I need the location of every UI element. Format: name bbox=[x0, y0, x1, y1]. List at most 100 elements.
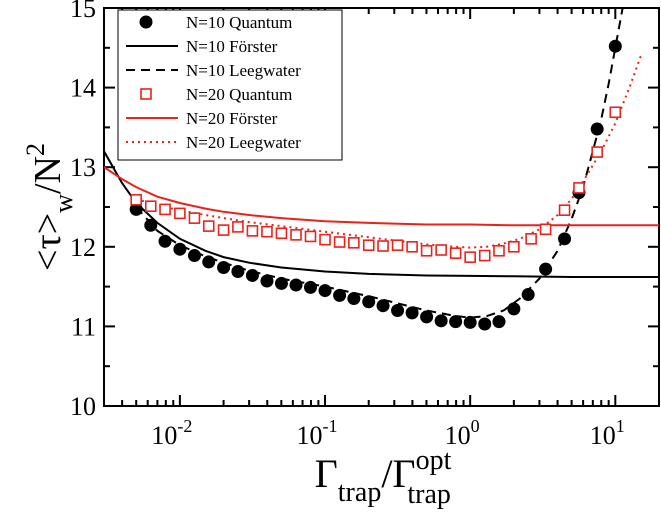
x-tick-labels: 10-2 10-1 100 101 bbox=[151, 416, 624, 450]
data-point bbox=[129, 202, 143, 216]
x-tick-label: 100 bbox=[445, 416, 480, 450]
x-tick-label-exp: 1 bbox=[616, 416, 625, 436]
y-axis-label-main: <τ> bbox=[27, 213, 69, 271]
data-point bbox=[493, 244, 505, 257]
data-point bbox=[348, 237, 360, 249]
data-point bbox=[591, 146, 603, 158]
data-point bbox=[449, 247, 462, 259]
data-point bbox=[391, 239, 404, 252]
x-tick-label-exp: -1 bbox=[323, 416, 338, 436]
series-markers-n-20-quantum bbox=[130, 106, 622, 263]
data-point bbox=[377, 240, 389, 252]
data-point bbox=[318, 284, 332, 298]
x-tick-label-base: 10 bbox=[590, 421, 616, 450]
data-point bbox=[290, 229, 302, 241]
data-point bbox=[303, 280, 317, 294]
y-axis-label: <τ>w/N2 bbox=[21, 143, 78, 271]
data-point bbox=[478, 249, 491, 262]
y-tick-label: 14 bbox=[70, 74, 96, 103]
series-line-n-10-forster bbox=[104, 150, 659, 278]
y-tick-label: 11 bbox=[71, 312, 96, 341]
legend-item: N=10 Förster bbox=[126, 37, 278, 56]
data-point bbox=[130, 194, 142, 206]
data-point bbox=[159, 203, 171, 216]
data-point bbox=[420, 244, 433, 257]
data-point bbox=[478, 317, 492, 331]
data-point bbox=[217, 260, 231, 274]
data-point bbox=[590, 122, 604, 136]
y-tick-label: 13 bbox=[70, 153, 96, 182]
data-point bbox=[202, 220, 215, 232]
data-point bbox=[434, 314, 448, 328]
y-tick-label: 12 bbox=[70, 233, 96, 262]
series-layer bbox=[104, 8, 659, 331]
x-tick-label: 101 bbox=[590, 416, 625, 450]
data-point bbox=[525, 233, 537, 245]
y-tick-label: 15 bbox=[70, 0, 96, 23]
x-axis-label-sub1: trap bbox=[338, 477, 382, 508]
data-point bbox=[573, 182, 585, 194]
y-tick-labels: 10 11 12 13 14 15 bbox=[70, 0, 96, 421]
legend-item: N=20 Quantum bbox=[140, 85, 292, 104]
data-point bbox=[492, 315, 506, 329]
x-axis-label-slash: /Γ bbox=[381, 451, 415, 496]
x-tick-label-base: 10 bbox=[297, 421, 323, 450]
data-point bbox=[435, 244, 447, 256]
x-axis-label-sub2: trap bbox=[407, 479, 451, 510]
legend-label: N=20 Quantum bbox=[186, 85, 292, 104]
legend-box bbox=[117, 9, 343, 161]
data-point bbox=[362, 295, 376, 309]
data-point bbox=[405, 306, 419, 320]
data-point bbox=[289, 278, 303, 292]
data-point bbox=[144, 200, 157, 213]
data-point bbox=[217, 224, 230, 236]
data-point bbox=[507, 302, 521, 316]
x-tick-label: 10-2 bbox=[151, 416, 192, 450]
data-point bbox=[174, 207, 186, 220]
legend-label: N=10 Leegwater bbox=[186, 61, 301, 80]
data-point bbox=[173, 242, 187, 256]
data-point bbox=[319, 233, 331, 246]
legend-item: N=20 Leegwater bbox=[126, 133, 301, 152]
x-axis-label: Γtrap/Γopt trap bbox=[315, 445, 452, 510]
legend: N=10 Quantum N=10 Förster N=10 Leegwater N=… bbox=[126, 13, 301, 152]
x-tick-label-base: 10 bbox=[445, 421, 471, 450]
x-tick-label-exp: 0 bbox=[471, 416, 480, 436]
legend-label: N=10 Quantum bbox=[186, 13, 292, 32]
data-point bbox=[333, 288, 347, 302]
data-point bbox=[362, 239, 375, 252]
data-point bbox=[539, 223, 552, 236]
data-point bbox=[188, 212, 201, 224]
data-point bbox=[246, 225, 259, 237]
data-point bbox=[231, 264, 245, 278]
y-tick-label: 10 bbox=[70, 392, 96, 421]
legend-item: N=10 Quantum bbox=[139, 13, 292, 32]
data-point bbox=[609, 106, 622, 119]
x-axis-label-main: Γ bbox=[315, 451, 338, 496]
data-point bbox=[608, 39, 622, 53]
y-axis-label-slash: /N bbox=[27, 156, 69, 194]
x-tick-label-exp: -2 bbox=[177, 416, 192, 436]
legend-label: N=10 Förster bbox=[186, 37, 278, 56]
series-line-n-20-forster bbox=[104, 166, 659, 227]
data-point bbox=[521, 288, 535, 302]
data-point bbox=[260, 274, 274, 288]
x-tick-label: 10-1 bbox=[297, 416, 338, 450]
data-point bbox=[347, 292, 361, 306]
data-point bbox=[508, 241, 520, 253]
x-tick-label-base: 10 bbox=[151, 421, 177, 450]
data-point bbox=[464, 251, 476, 263]
data-point bbox=[144, 218, 158, 232]
data-point bbox=[275, 227, 288, 240]
legend-marker bbox=[139, 15, 153, 29]
y-axis-label-sup: 2 bbox=[21, 143, 50, 156]
x-axis-label-sup2: opt bbox=[416, 445, 452, 476]
legend-label: N=20 Leegwater bbox=[186, 133, 301, 152]
data-point bbox=[391, 303, 405, 317]
data-point bbox=[261, 225, 273, 238]
data-point bbox=[539, 262, 553, 276]
data-point bbox=[463, 315, 477, 329]
data-point bbox=[202, 255, 216, 269]
data-point bbox=[420, 310, 434, 324]
